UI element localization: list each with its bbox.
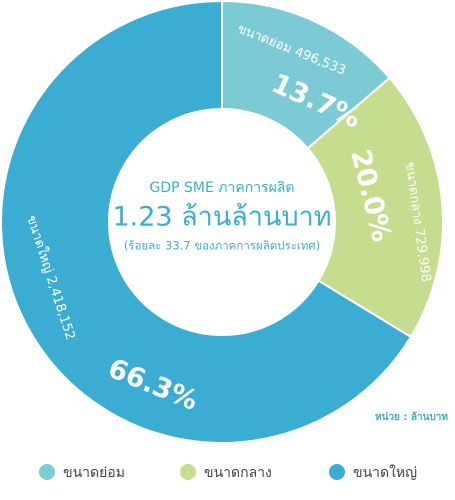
legend-swatch [39, 464, 55, 480]
center-subtitle: 1.23 ล้านล้านบาท [112, 202, 331, 233]
legend-label: ขนาดกลาง [204, 465, 272, 481]
center-note: (ร้อยละ 33.7 ของภาคการผลิตประเทศ) [124, 239, 320, 253]
legend-swatch [180, 464, 196, 480]
donut-segment [306, 76, 444, 339]
segment-amount: 729,998 [412, 228, 434, 283]
legend-swatch [329, 464, 345, 480]
donut [0, 0, 444, 444]
legend-label: ขนาดใหญ่ [353, 464, 417, 481]
donut-segment [221, 0, 392, 150]
donut-segment [0, 0, 413, 444]
unit-note: หน่วย : ล้านบาท [375, 411, 448, 423]
center-title: GDP SME ภาคการผลิต [150, 180, 295, 196]
legend-label: ขนาดย่อม [63, 465, 125, 481]
